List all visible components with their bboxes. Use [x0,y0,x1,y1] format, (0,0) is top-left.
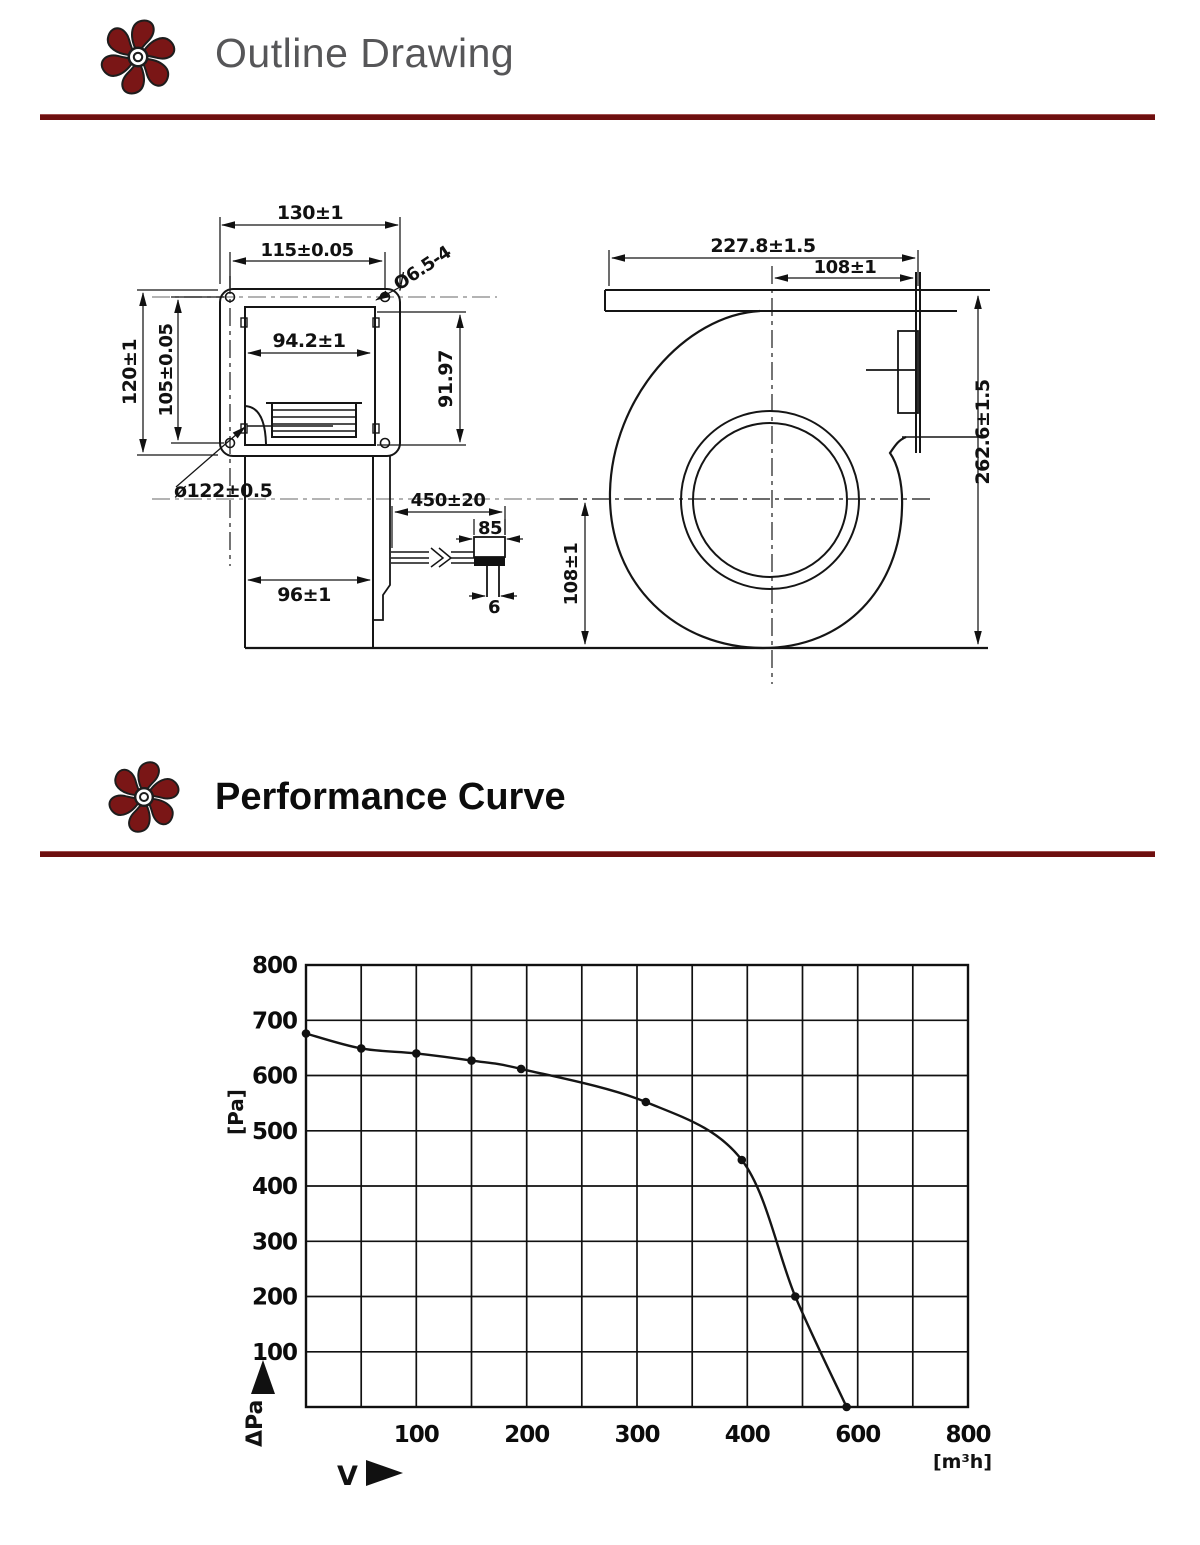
y-tick-label: 100 [252,1340,297,1366]
dim-cable-length: 450±20 [411,490,486,511]
x-tick-label: 100 [394,1422,439,1448]
x-tick-label: 300 [614,1422,659,1448]
dim-inner-height: 91.97 [435,350,457,408]
volute-view [604,272,990,650]
x-axis-unit-label: [m³h] [933,1451,992,1473]
dim-center-to-base: 108±1 [561,543,582,606]
section-rule [40,851,1155,857]
dimension-lines [137,217,982,645]
connector [473,536,506,558]
performance-chart: 800 600 400 300 200 100 800 700 600 500 400 300 200 1… [224,953,992,1492]
x-axis-label: V [337,1461,358,1492]
x-tick-label: 200 [504,1422,549,1448]
power-cable [391,536,506,597]
dim-inlet-diameter: ø122±0.5 [174,480,272,502]
y-tick-label: 600 [252,1064,297,1090]
y-tick-label: 700 [252,1008,297,1034]
x-tick-label: 600 [835,1422,880,1448]
dim-connector-width: 85 [478,518,502,539]
centerlines [152,266,932,684]
fan-logo-icon [100,19,176,95]
y-tick-label: 200 [252,1285,297,1311]
y-tick-label: 500 [252,1119,297,1145]
curve-data-point [641,1097,651,1107]
performance-curve [305,1032,848,1408]
x-axis-right-arrow-icon [366,1460,403,1486]
curve-data-point [737,1155,747,1165]
dim-flange-height: 120±1 [119,339,141,405]
y-tick-label: 300 [252,1229,297,1255]
curve-data-point [301,1029,311,1038]
dim-flange-width: 130±1 [277,202,343,224]
dim-pin-width: 6 [488,597,500,618]
curve-data-point [842,1402,851,1412]
dimension-labels: 130±1 115±0.05 Ø6.5-4 94.2±1 91.97 120±1… [119,202,994,618]
curve-data-point [791,1292,800,1301]
dim-scroll-height: 262.6±1.5 [972,379,994,484]
curve-data-point [356,1044,366,1053]
dim-hole-spacing-v: 105±0.05 [156,323,177,416]
terminal-box [897,330,919,414]
x-tick-label: 800 [945,1422,990,1448]
dim-scroll-width: 227.8±1.5 [710,235,815,257]
section-title-outline: Outline Drawing [215,30,515,76]
y-tick-label: 400 [252,1174,297,1200]
dim-body-width: 96±1 [277,584,331,606]
curve-data-point [467,1056,476,1065]
y-axis-unit-label: [Pa] [224,1089,248,1135]
fan-logo-icon [108,761,180,833]
x-tick-label: 400 [725,1422,770,1448]
inlet-flange-view [219,288,401,648]
y-axis-label: ΔPa [243,1400,268,1447]
y-tick-label: 800 [252,953,297,979]
y-axis-up-arrow-icon [251,1360,275,1394]
section-title-performance: Performance Curve [215,776,566,818]
dim-outlet-to-center: 108±1 [814,257,877,278]
dim-hole-spacing-h: 115±0.05 [260,240,353,261]
dim-inner-width: 94.2±1 [272,330,345,352]
curve-data-point [412,1049,421,1058]
outline-drawing: 130±1 115±0.05 Ø6.5-4 94.2±1 91.97 120±1… [119,202,994,684]
section-rule [40,114,1155,120]
curve-data-point [516,1064,526,1074]
